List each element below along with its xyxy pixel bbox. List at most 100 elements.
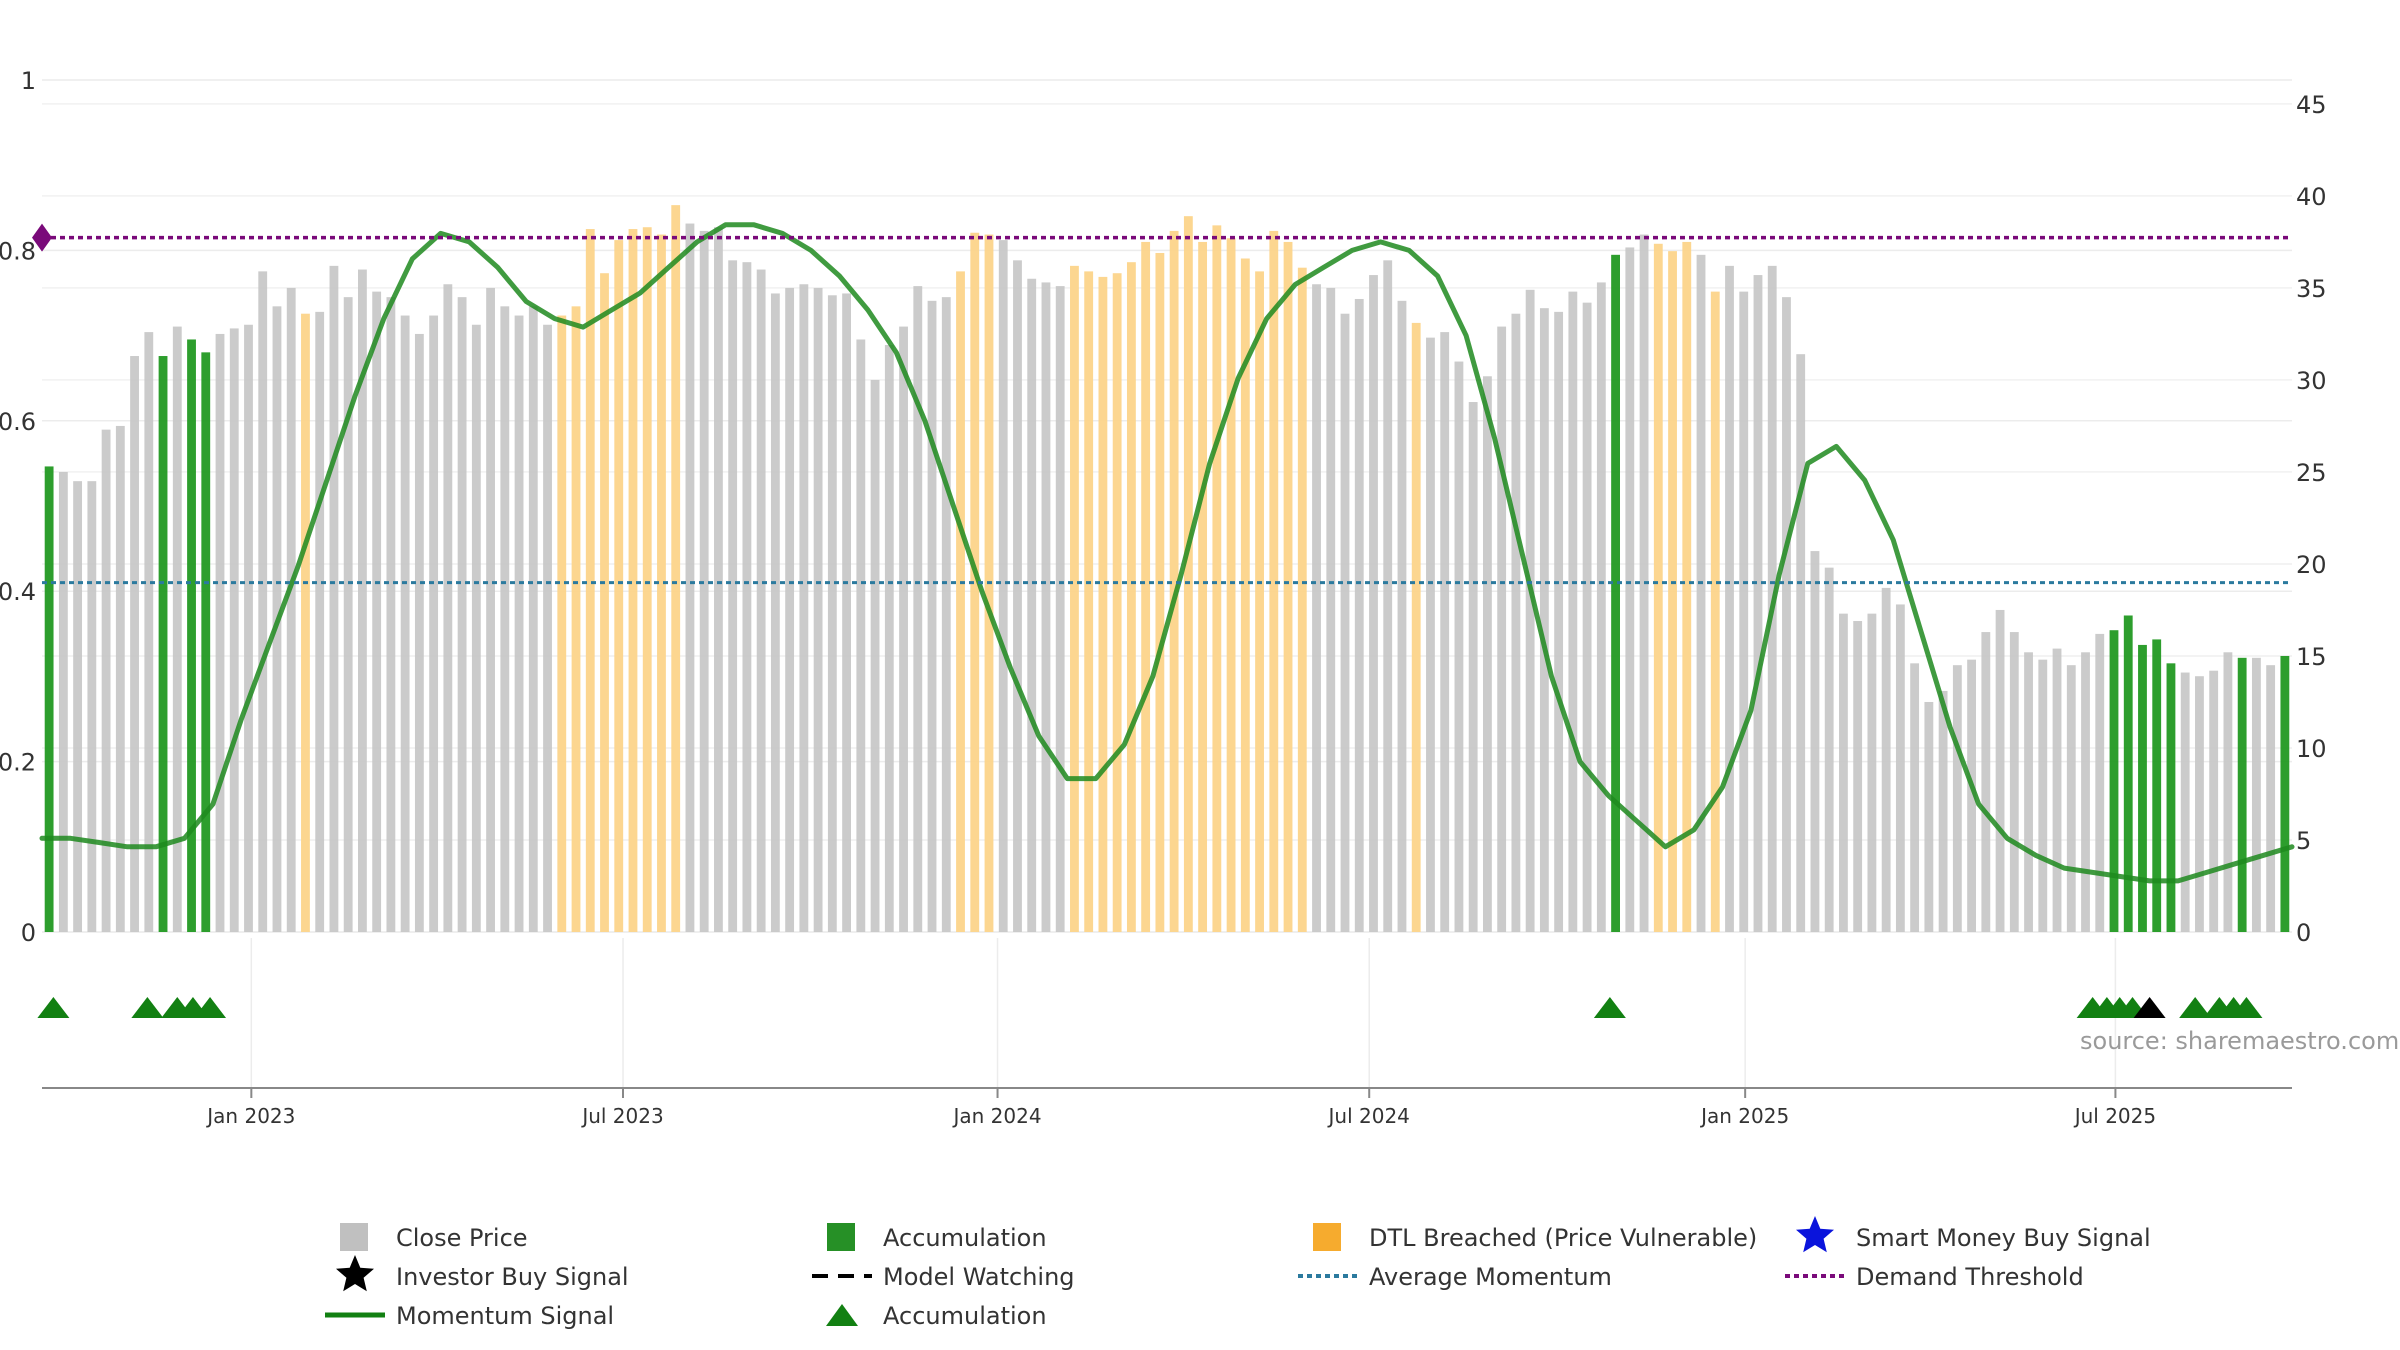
right-axis-tick-label: 20 bbox=[2296, 551, 2327, 579]
dtl-breached-bar bbox=[1240, 258, 1250, 932]
dtl-breached-bar bbox=[301, 313, 310, 933]
close-price-bar bbox=[870, 379, 880, 933]
close-price-bar bbox=[998, 240, 1008, 932]
close-price-bar bbox=[1753, 275, 1763, 932]
accumulation-triangle bbox=[131, 997, 164, 1018]
date-axis-tick-label: Jan 2023 bbox=[205, 1104, 295, 1128]
date-axis-tick-label: Jan 2025 bbox=[1699, 1104, 1789, 1128]
right-axis-tick-label: 25 bbox=[2296, 459, 2327, 487]
close-price-bar bbox=[941, 297, 951, 932]
close-price-bar bbox=[1340, 313, 1350, 933]
close-price-bar bbox=[215, 333, 225, 932]
demand-threshold-marker bbox=[32, 223, 52, 252]
dtl-breached-bar bbox=[671, 205, 681, 933]
close-price-bar bbox=[1924, 701, 1934, 932]
dtl-breached-bar bbox=[1710, 291, 1720, 932]
accumulation-bar bbox=[2280, 655, 2290, 932]
signal-markers bbox=[37, 997, 2263, 1018]
close-price-bar bbox=[2024, 652, 2033, 932]
right-axis-tick-label: 45 bbox=[2296, 91, 2327, 119]
legend-star bbox=[336, 1255, 374, 1292]
dtl-breached-bar bbox=[1183, 216, 1193, 932]
accumulation-triangle bbox=[194, 997, 227, 1018]
close-price-bar bbox=[1967, 659, 1977, 932]
dtl-breached-bar bbox=[1255, 271, 1264, 933]
close-price-bar bbox=[514, 315, 524, 932]
close-price-bar bbox=[1383, 260, 1393, 933]
right-axis-tick-label: 5 bbox=[2296, 827, 2311, 855]
close-price-bar bbox=[400, 315, 410, 932]
close-price-bar bbox=[827, 295, 837, 933]
legend-label: Average Momentum bbox=[1369, 1263, 1612, 1291]
close-price-bar bbox=[770, 293, 780, 932]
close-price-bar bbox=[429, 315, 439, 932]
close-price-bar bbox=[1497, 326, 1507, 933]
accumulation-bar bbox=[187, 339, 196, 932]
dtl-breached-bar bbox=[571, 306, 581, 932]
date-axis-tick-label: Jul 2023 bbox=[580, 1104, 663, 1128]
legend-label: Close Price bbox=[396, 1224, 528, 1252]
dtl-breached-bar bbox=[1668, 251, 1677, 933]
close-price-bar bbox=[714, 227, 723, 933]
close-price-bar bbox=[1596, 282, 1606, 932]
accumulation-bar bbox=[201, 352, 211, 932]
legend-label: Investor Buy Signal bbox=[396, 1263, 629, 1291]
dtl-breached-bar bbox=[1226, 238, 1236, 932]
dtl-breached-bar bbox=[970, 232, 980, 932]
dtl-breached-bar bbox=[1212, 225, 1222, 932]
close-price-bar bbox=[1938, 690, 1948, 932]
accumulation-bar bbox=[2138, 644, 2147, 932]
dtl-breached-bar bbox=[585, 229, 595, 932]
accumulation-bar bbox=[44, 466, 54, 932]
close-price-bar bbox=[486, 287, 495, 932]
close-price-bar bbox=[728, 260, 738, 933]
date-axis-tick-label: Jan 2024 bbox=[951, 1104, 1041, 1128]
close-price-bar bbox=[2223, 652, 2233, 932]
close-price-bar bbox=[1027, 278, 1037, 932]
date-axis: Jan 2023 Jul 2023 Jan 2024 Jul 2024 Jan 2025… bbox=[42, 1087, 2292, 1128]
dtl-breached-bar bbox=[1098, 276, 1108, 932]
accumulation-triangle bbox=[1593, 997, 1626, 1018]
close-price-bar bbox=[2038, 659, 2048, 932]
legend-square bbox=[340, 1223, 368, 1251]
close-price-bar bbox=[244, 324, 253, 932]
dtl-breached-bar bbox=[1084, 271, 1094, 933]
close-price-bar bbox=[87, 481, 97, 932]
close-price-bar bbox=[2195, 676, 2204, 932]
close-price-bar bbox=[372, 291, 382, 932]
close-price-bar bbox=[457, 297, 467, 932]
close-price-bar bbox=[685, 223, 695, 933]
close-price-bar bbox=[1782, 297, 1791, 932]
dtl-breached-bar bbox=[1070, 265, 1079, 933]
close-price-bar bbox=[343, 297, 353, 932]
close-price-bar bbox=[1326, 287, 1336, 932]
legend-star bbox=[1796, 1216, 1834, 1253]
legend-label: DTL Breached (Price Vulnerable) bbox=[1369, 1224, 1757, 1252]
close-price-bar bbox=[1995, 609, 2005, 932]
close-price-bar bbox=[500, 306, 510, 932]
legend-square bbox=[827, 1223, 855, 1251]
dtl-breached-bar bbox=[1112, 273, 1122, 932]
close-price-bar bbox=[101, 429, 111, 932]
line-series bbox=[32, 222, 2295, 884]
right-axis-ticks: 0 5 10 15 20 25 30 35 40 45 bbox=[2296, 91, 2327, 947]
close-price-bar bbox=[1910, 663, 1920, 932]
legend-label: Momentum Signal bbox=[396, 1302, 614, 1330]
close-price-bar bbox=[2209, 670, 2219, 932]
close-price-bar bbox=[1853, 621, 1863, 932]
close-price-bar bbox=[58, 471, 68, 932]
close-price-bar bbox=[528, 306, 538, 932]
close-price-bar bbox=[1397, 300, 1407, 932]
close-price-bar bbox=[1952, 665, 1962, 932]
dtl-breached-bar bbox=[657, 234, 666, 932]
legend-label: Accumulation bbox=[883, 1224, 1047, 1252]
close-price-bar bbox=[1554, 311, 1564, 932]
dtl-breached-bar bbox=[1155, 252, 1165, 932]
legend-label: Demand Threshold bbox=[1856, 1263, 2084, 1291]
accumulation-bar bbox=[2123, 615, 2133, 932]
close-price-bar bbox=[1725, 265, 1734, 933]
investor-buy-triangle bbox=[2133, 997, 2166, 1018]
accumulation-bar bbox=[2166, 663, 2176, 932]
dtl-breached-bar bbox=[600, 273, 609, 932]
